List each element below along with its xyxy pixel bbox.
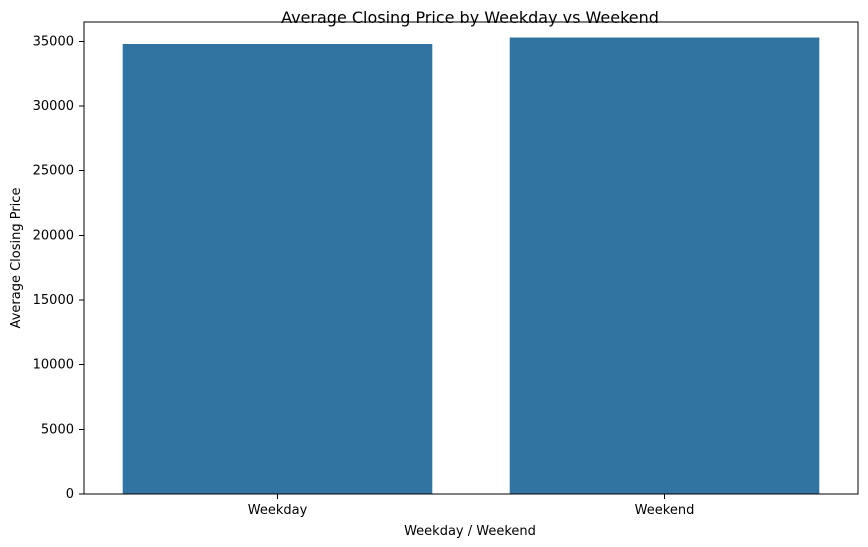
y-axis-ticks: 0 5000 10000 15000 20000 25000 30000 35000 xyxy=(33,34,84,502)
y-axis-label: Average Closing Price xyxy=(9,188,24,329)
bar-weekday xyxy=(122,43,433,495)
y-tick-label: 35000 xyxy=(33,34,74,49)
bar-weekend xyxy=(509,37,820,494)
plot-frame xyxy=(83,21,859,495)
x-axis-label: Weekday / Weekend xyxy=(404,524,536,539)
y-tick-label: 15000 xyxy=(33,293,74,308)
y-tick-label: 20000 xyxy=(33,228,74,243)
y-tick-label: 5000 xyxy=(41,422,74,437)
x-tick-label: Weekend xyxy=(635,503,695,518)
chart-title: Average Closing Price by Weekday vs Week… xyxy=(281,8,659,27)
bars-group xyxy=(122,37,820,495)
x-axis-ticks: Weekday Weekend xyxy=(248,494,695,518)
y-tick-label: 30000 xyxy=(33,99,74,114)
y-tick-label: 10000 xyxy=(33,358,74,373)
y-tick-label: 25000 xyxy=(33,164,74,179)
x-tick-label: Weekday xyxy=(248,503,308,518)
y-tick-label: 0 xyxy=(66,487,74,502)
